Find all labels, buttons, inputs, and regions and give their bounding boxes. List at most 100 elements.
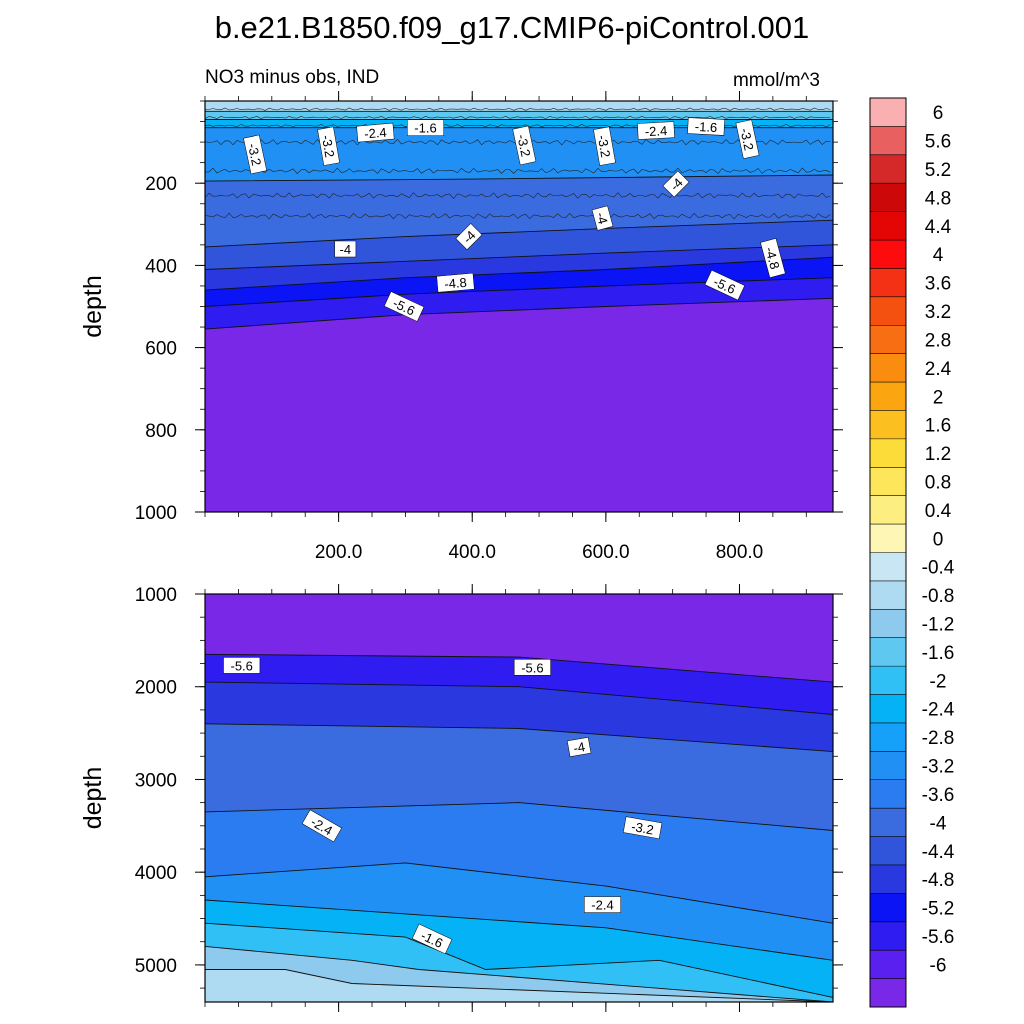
y-tick-label: 2000 xyxy=(135,678,177,699)
contour-label-text: -4.8 xyxy=(444,275,468,292)
colorbar-tick-label: 2.4 xyxy=(925,359,952,380)
colorbar-swatch xyxy=(870,666,906,695)
colorbar-frame xyxy=(869,97,907,1008)
colorbar-tick-label: -0.4 xyxy=(922,558,955,579)
colorbar-swatch xyxy=(870,722,906,752)
colorbar-swatch xyxy=(870,410,906,440)
contour-label-text: -3.2 xyxy=(245,142,264,167)
contour-label: -4.8 xyxy=(436,272,475,293)
colorbar-swatch xyxy=(870,438,906,468)
contour-line xyxy=(205,297,833,330)
colorbar-tick-label: 4.4 xyxy=(925,217,952,238)
colorbar-swatch xyxy=(870,921,906,951)
contour-label: -4.8 xyxy=(760,238,786,278)
contour-fill-area: -5.6 -5.6-4-2.4 -3.2-2.4-1.6 xyxy=(205,594,833,1002)
colorbar-tick-label: -4 xyxy=(930,813,947,834)
contour-line xyxy=(205,115,831,120)
colorbar-swatch xyxy=(870,836,906,866)
contour-label: -3.2 xyxy=(622,816,663,840)
colorbar-swatch xyxy=(870,467,906,497)
colorbar: 6 5.6 5.2 4.8 4.4 4 3.6 3.2 2.8 2.4 2 1.6 1.2 0.8 0.4 0… xyxy=(869,97,955,1008)
colorbar-swatch xyxy=(870,382,906,411)
y-tick-label: 3000 xyxy=(135,770,177,791)
colorbar-tick-label: 0.8 xyxy=(925,473,951,494)
contour-line xyxy=(205,167,831,175)
colorbar-swatch xyxy=(870,978,906,1008)
contour-fill-area: -3.2 -3.2 -2.4 -1.6 -3.2 -3.2 -2.4 -1.6 -3.2 -4 -4… xyxy=(205,101,833,512)
contour-label: -4 xyxy=(455,223,483,251)
colorbar-tick-label: -3.6 xyxy=(922,785,955,806)
colorbar-swatch xyxy=(870,524,906,553)
colorbar-swatch xyxy=(870,325,906,355)
contour-line xyxy=(205,219,833,248)
colorbar-tick-label: -2 xyxy=(930,671,947,692)
contour-band xyxy=(205,111,833,120)
contour-band xyxy=(205,654,833,715)
contour-line xyxy=(205,681,833,715)
contour-label-text: -2.4 xyxy=(364,125,388,142)
colorbar-tick-label: 5.2 xyxy=(925,160,951,181)
contour-label: -2.4 xyxy=(356,122,395,143)
contour-label: -1.6 xyxy=(687,117,725,136)
colorbar-tick-label: 4 xyxy=(933,245,944,266)
y-tick-label: 400 xyxy=(145,256,177,277)
contour-line xyxy=(205,899,833,961)
contour-line xyxy=(205,969,833,1002)
contour-label: -4 xyxy=(591,205,614,231)
colorbar-tick-label: -1.2 xyxy=(922,615,955,636)
contour-band xyxy=(205,682,833,752)
colorbar-tick-label: -5.2 xyxy=(922,899,955,920)
contour-band xyxy=(205,594,833,683)
contour-label: -4 xyxy=(566,736,592,758)
colorbar-swatch xyxy=(870,154,906,184)
contour-label: -4 xyxy=(662,170,690,198)
x-tick-label: 400.0 xyxy=(448,542,496,563)
colorbar-tick-label: 6 xyxy=(933,103,944,124)
contour-line xyxy=(205,802,833,831)
contour-label-text: -3.2 xyxy=(319,134,338,159)
contour-label: -2.4 xyxy=(584,896,621,913)
subtitle-right: mmol/m^3 xyxy=(733,70,820,91)
contour-label-text: -4.8 xyxy=(762,245,782,271)
contour-band xyxy=(205,923,833,1002)
contour-label-text: -4 xyxy=(572,739,586,756)
contour-label: -3.2 xyxy=(317,126,340,166)
colorbar-swatch xyxy=(870,893,906,923)
contour-band xyxy=(205,969,833,1002)
lower-contour-panel: -5.6 -5.6-4-2.4 -3.2-2.4-1.610002000300040… xyxy=(79,584,843,1012)
contour-line xyxy=(205,653,833,683)
colorbar-tick-label: 1.6 xyxy=(925,416,951,437)
y-tick-label: 5000 xyxy=(135,956,177,977)
colorbar-tick-label: -3.2 xyxy=(922,757,955,778)
y-tick-label: 200 xyxy=(145,174,177,195)
contour-line xyxy=(205,174,833,182)
y-tick-label: 4000 xyxy=(135,863,177,884)
x-tick-label: 600.0 xyxy=(582,542,630,563)
contour-band xyxy=(205,802,833,924)
colorbar-tick-label: 2.8 xyxy=(925,331,951,352)
colorbar-swatch xyxy=(870,98,906,127)
contour-label: -3.2 xyxy=(243,134,268,175)
x-tick-label: 800.0 xyxy=(716,542,764,563)
contour-line xyxy=(205,124,831,128)
contour-band xyxy=(205,257,833,307)
contour-line xyxy=(205,107,831,111)
y-tick-label: 800 xyxy=(145,421,177,442)
contour-band xyxy=(205,220,833,270)
contour-line xyxy=(205,256,833,291)
colorbar-swatch xyxy=(870,779,906,809)
contour-label: -5.6 xyxy=(513,659,551,676)
contour-label-text: -3.2 xyxy=(737,127,756,152)
colorbar-swatch xyxy=(870,296,906,326)
colorbar-tick-label: -2.4 xyxy=(922,700,955,721)
contour-line xyxy=(205,922,833,998)
contour-label: -2.4 xyxy=(637,121,675,140)
contour-band xyxy=(205,244,833,291)
colorbar-swatch xyxy=(870,751,906,781)
y-axis-label: depth xyxy=(79,275,107,338)
colorbar-tick-label: 0.4 xyxy=(925,501,952,522)
colorbar-swatch xyxy=(870,694,906,724)
contour-label-text: -4 xyxy=(340,242,352,257)
contour-line xyxy=(205,723,833,753)
